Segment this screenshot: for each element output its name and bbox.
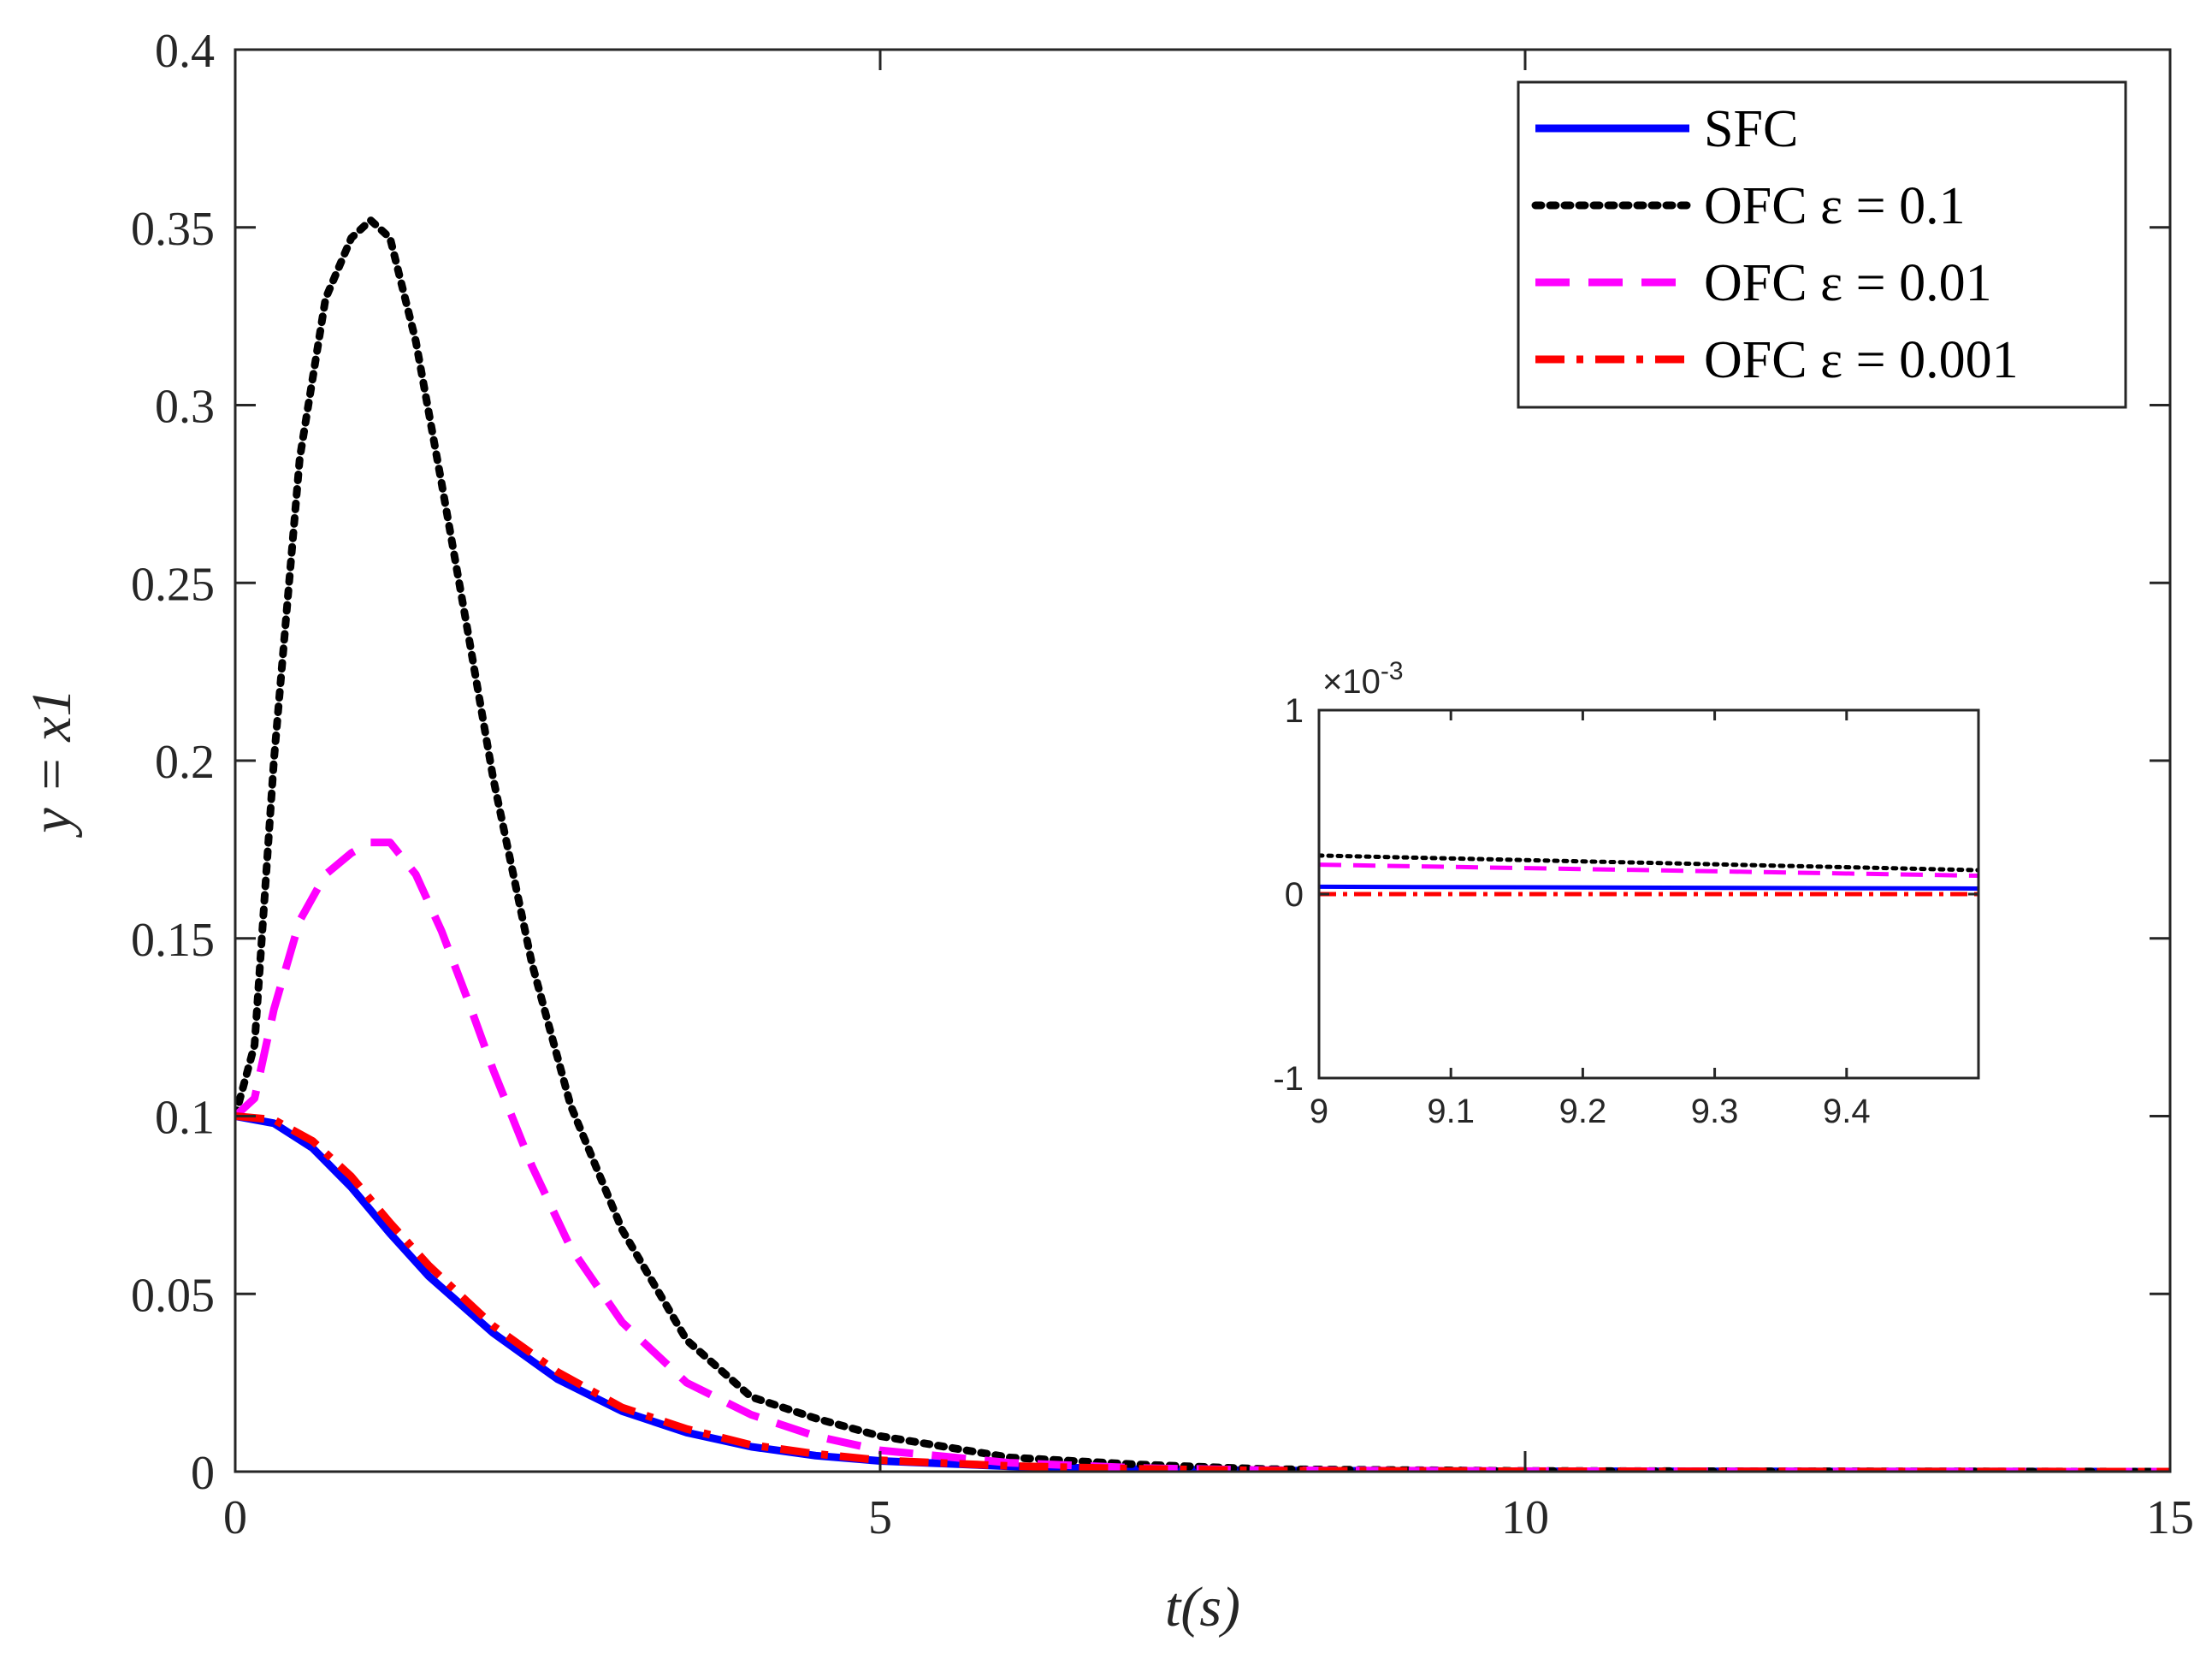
legend-label-1: OFC ε = 0.1 [1704,177,1966,235]
main-y-tick-label: 0.35 [131,203,215,256]
inset-series-line-1 [1319,853,1978,873]
main-y-tick-label: 0.4 [155,25,215,78]
inset-y-multiplier-base: ×10 [1322,663,1381,701]
main-y-tick-label: 0 [191,1447,215,1500]
x-axis-title: t(s) [1165,1576,1240,1638]
inset-series-group [1319,853,1978,897]
inset-axes: 9 9.1 9.2 9.3 9.4 -1 0 1 ×10-3 [1273,657,1980,1130]
main-y-tick-label: 0.2 [155,736,215,789]
legend: SFC OFC ε = 0.1 OFC ε = 0.01 OFC ε = 0.001 [1517,80,2127,409]
y-axis-title: y = x1 [21,688,83,838]
inset-series-line-2 [1319,862,1978,878]
inset-x-tick-label: 9.3 [1691,1093,1739,1130]
main-y-tick-label: 0.1 [155,1092,215,1145]
legend-box [1517,80,2127,409]
main-series-line-2 [235,838,2170,1472]
inset-x-tick-label: 9.1 [1427,1093,1475,1130]
inset-y-multiplier-exp: -3 [1381,657,1404,685]
inset-y-multiplier: ×10-3 [1322,657,1404,701]
main-y-tick-label: 0.3 [155,381,215,434]
main-y-tick-label: 0.05 [131,1269,215,1322]
inset-y-tick-label: -1 [1273,1060,1304,1098]
legend-label-0: SFC [1704,100,1798,158]
inset-x-tick-label: 9.2 [1559,1093,1607,1130]
inset-ticks-group: 9 9.1 9.2 9.3 9.4 -1 0 1 [1273,692,1978,1130]
inset-x-tick-label: 9.4 [1823,1093,1871,1130]
legend-label-2: OFC ε = 0.01 [1704,254,1992,312]
legend-entries: SFC OFC ε = 0.1 OFC ε = 0.01 OFC ε = 0.001 [1531,100,2019,389]
main-y-tick-label: 0.25 [131,558,215,611]
legend-label-3: OFC ε = 0.001 [1704,331,2019,389]
inset-x-tick-label: 9 [1310,1093,1328,1130]
main-x-tick-label: 10 [1501,1491,1549,1544]
inset-y-tick-label: 0 [1285,876,1304,914]
main-y-tick-label: 0.15 [131,914,215,967]
inset-series-line-0 [1319,884,1978,891]
inset-y-tick-label: 1 [1285,692,1304,730]
main-x-tick-label: 15 [2146,1491,2194,1544]
main-x-tick-label: 0 [223,1491,247,1544]
y-axis-title-group: y = x1 [21,688,83,838]
main-x-tick-label: 5 [868,1491,892,1544]
